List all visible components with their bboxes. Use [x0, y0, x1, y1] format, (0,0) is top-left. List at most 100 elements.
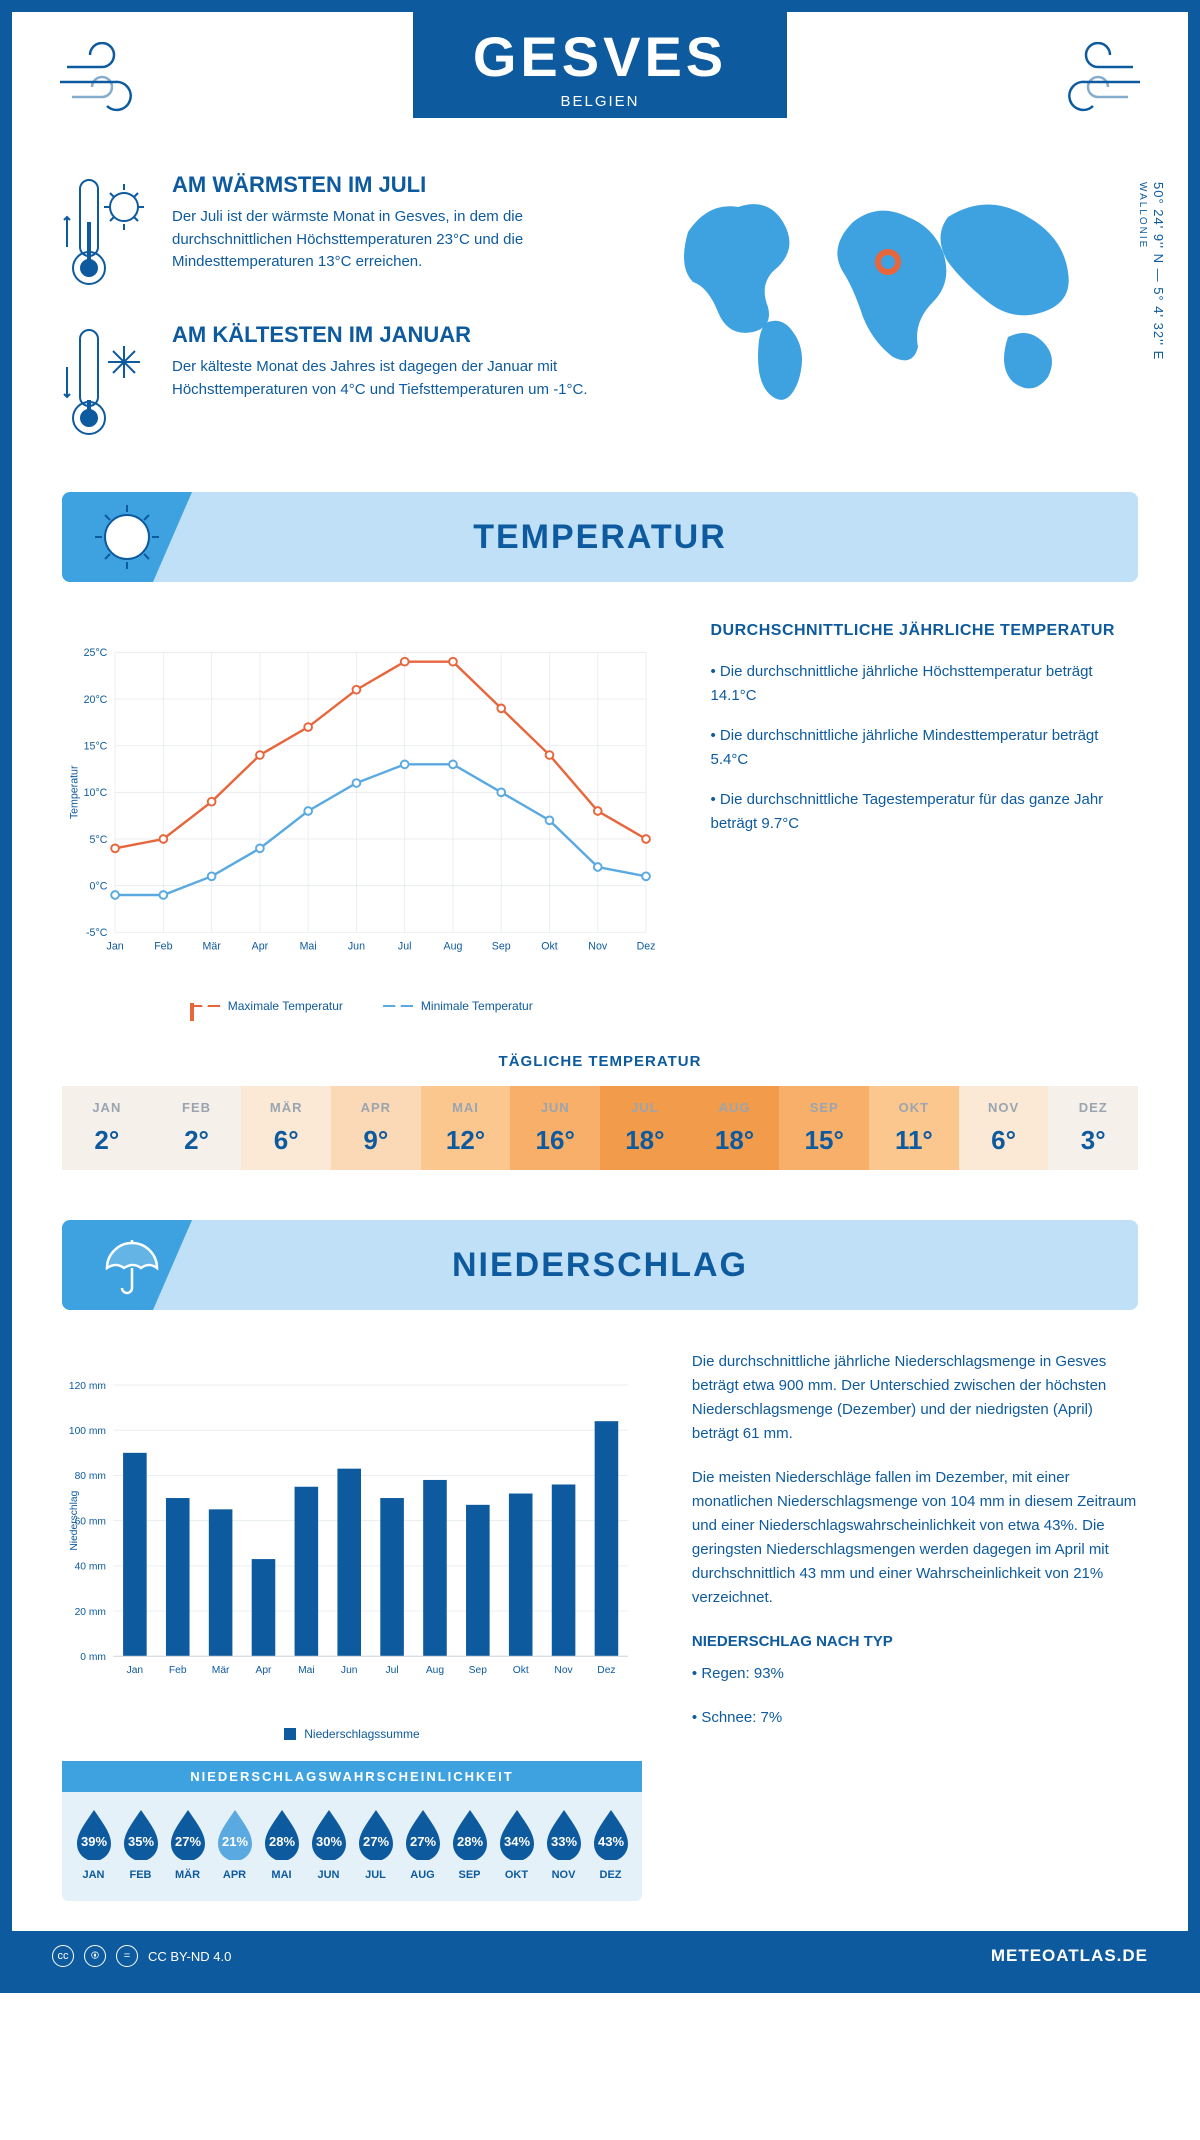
warm-text: Der Juli ist der wärmste Monat in Gesves…	[172, 206, 618, 274]
svg-text:Jul: Jul	[386, 1665, 399, 1676]
month-cell: OKT11°	[869, 1086, 959, 1170]
drop-item: 27%AUG	[399, 1806, 446, 1881]
svg-text:33%: 33%	[550, 1834, 576, 1849]
drop-item: 28%SEP	[446, 1806, 493, 1881]
legend-max: Maximale Temperatur	[190, 999, 343, 1013]
warm-fact: AM WÄRMSTEN IM JULI Der Juli ist der wär…	[62, 172, 618, 292]
precip-type-1: • Regen: 93%	[692, 1662, 1138, 1686]
precipitation-probability-box: NIEDERSCHLAGSWAHRSCHEINLICHKEIT 39%JAN35…	[62, 1761, 642, 1901]
svg-text:27%: 27%	[174, 1834, 200, 1849]
svg-text:Jun: Jun	[348, 941, 365, 953]
svg-text:30%: 30%	[315, 1834, 341, 1849]
title-banner: GESVES BELGIEN	[413, 12, 787, 118]
sun-icon	[92, 502, 162, 572]
svg-text:Aug: Aug	[426, 1665, 445, 1676]
precip-section-header: NIEDERSCHLAG	[62, 1220, 1138, 1310]
svg-text:Jan: Jan	[127, 1665, 144, 1676]
cold-text: Der kälteste Monat des Jahres ist dagege…	[172, 356, 618, 401]
month-cell: JAN2°	[62, 1086, 152, 1170]
svg-text:100 mm: 100 mm	[69, 1426, 106, 1437]
month-cell: DEZ3°	[1048, 1086, 1138, 1170]
precip-type-2: • Schnee: 7%	[692, 1706, 1138, 1730]
precipitation-bar-chart: 0 mm20 mm40 mm60 mm80 mm100 mm120 mmJanF…	[62, 1350, 642, 1710]
svg-text:Dez: Dez	[597, 1665, 615, 1676]
drop-item: 43%DEZ	[587, 1806, 634, 1881]
thermometer-snow-icon	[62, 322, 152, 442]
svg-text:Feb: Feb	[154, 941, 172, 953]
precip-text: Die durchschnittliche jährliche Niedersc…	[692, 1350, 1138, 1901]
drop-item: 21%APR	[211, 1806, 258, 1881]
temp-bullet-3: • Die durchschnittliche Tagestemperatur …	[711, 788, 1139, 836]
precip-p2: Die meisten Niederschläge fallen im Deze…	[692, 1466, 1138, 1610]
temperature-line-chart: -5°C0°C5°C10°C15°C20°C25°CJanFebMärAprMa…	[62, 622, 661, 1013]
month-cell: MÄR6°	[241, 1086, 331, 1170]
svg-text:39%: 39%	[80, 1834, 106, 1849]
warm-title: AM WÄRMSTEN IM JULI	[172, 172, 618, 198]
svg-text:34%: 34%	[503, 1834, 529, 1849]
svg-text:Okt: Okt	[541, 941, 558, 953]
svg-text:Jul: Jul	[398, 941, 412, 953]
wind-icon-right	[1028, 42, 1148, 122]
month-cell: JUN16°	[510, 1086, 600, 1170]
country-name: BELGIEN	[473, 93, 727, 110]
city-name: GESVES	[473, 24, 727, 89]
legend-bar: Niederschlagssumme	[284, 1727, 419, 1741]
month-cell: APR9°	[331, 1086, 421, 1170]
temp-info: DURCHSCHNITTLICHE JÄHRLICHE TEMPERATUR •…	[711, 622, 1139, 1013]
month-cell: NOV6°	[959, 1086, 1049, 1170]
cold-title: AM KÄLTESTEN IM JANUAR	[172, 322, 618, 348]
svg-text:27%: 27%	[362, 1834, 388, 1849]
temp-bullet-2: • Die durchschnittliche jährliche Mindes…	[711, 724, 1139, 772]
by-icon: 🅯	[84, 1945, 106, 1967]
svg-text:15°C: 15°C	[84, 741, 108, 753]
map-region: WALLONIE	[1137, 182, 1148, 249]
thermometer-sun-icon	[62, 172, 152, 292]
svg-text:5°C: 5°C	[90, 834, 108, 846]
svg-text:0°C: 0°C	[90, 881, 108, 893]
svg-text:-5°C: -5°C	[86, 927, 108, 939]
svg-text:Mär: Mär	[212, 1665, 230, 1676]
wind-icon-left	[52, 42, 172, 122]
nd-icon: =	[116, 1945, 138, 1967]
drop-item: 33%NOV	[540, 1806, 587, 1881]
world-map-svg	[658, 172, 1098, 412]
month-cell: FEB2°	[152, 1086, 242, 1170]
svg-text:27%: 27%	[409, 1834, 435, 1849]
svg-text:Temperatur: Temperatur	[68, 765, 80, 819]
world-map: WALLONIE 50° 24' 9'' N — 5° 4' 32'' E	[658, 172, 1138, 472]
legend-min: Minimale Temperatur	[383, 999, 533, 1013]
svg-text:Niederschlag: Niederschlag	[69, 1490, 80, 1550]
svg-text:20°C: 20°C	[84, 694, 108, 706]
drop-item: 27%JUL	[352, 1806, 399, 1881]
cold-fact: AM KÄLTESTEN IM JANUAR Der kälteste Mona…	[62, 322, 618, 442]
svg-text:21%: 21%	[221, 1834, 247, 1849]
svg-text:120 mm: 120 mm	[69, 1381, 106, 1392]
svg-text:80 mm: 80 mm	[75, 1471, 106, 1482]
map-coords: 50° 24' 9'' N — 5° 4' 32'' E	[1151, 182, 1166, 360]
month-cell: MAI12°	[421, 1086, 511, 1170]
svg-text:43%: 43%	[597, 1834, 623, 1849]
svg-text:Sep: Sep	[492, 941, 511, 953]
svg-text:Okt: Okt	[513, 1665, 529, 1676]
svg-text:28%: 28%	[456, 1834, 482, 1849]
cc-icon: cc	[52, 1945, 74, 1967]
month-cell: AUG18°	[690, 1086, 780, 1170]
svg-text:25°C: 25°C	[84, 647, 108, 659]
svg-text:Mai: Mai	[300, 941, 317, 953]
svg-text:Jun: Jun	[341, 1665, 358, 1676]
svg-text:Nov: Nov	[588, 941, 608, 953]
svg-text:Nov: Nov	[554, 1665, 573, 1676]
svg-text:Sep: Sep	[469, 1665, 488, 1676]
precip-type-heading: NIEDERSCHLAG NACH TYP	[692, 1630, 1138, 1654]
svg-text:Apr: Apr	[252, 941, 269, 953]
precip-p1: Die durchschnittliche jährliche Niedersc…	[692, 1350, 1138, 1446]
temp-heading: TEMPERATUR	[473, 518, 727, 557]
header: GESVES BELGIEN	[12, 12, 1188, 142]
drop-item: 35%FEB	[117, 1806, 164, 1881]
footer: cc 🅯 = CC BY-ND 4.0 METEOATLAS.DE	[12, 1931, 1188, 1981]
svg-text:28%: 28%	[268, 1834, 294, 1849]
umbrella-icon	[92, 1230, 162, 1300]
drop-item: 27%MÄR	[164, 1806, 211, 1881]
drop-item: 28%MAI	[258, 1806, 305, 1881]
month-cell: SEP15°	[779, 1086, 869, 1170]
